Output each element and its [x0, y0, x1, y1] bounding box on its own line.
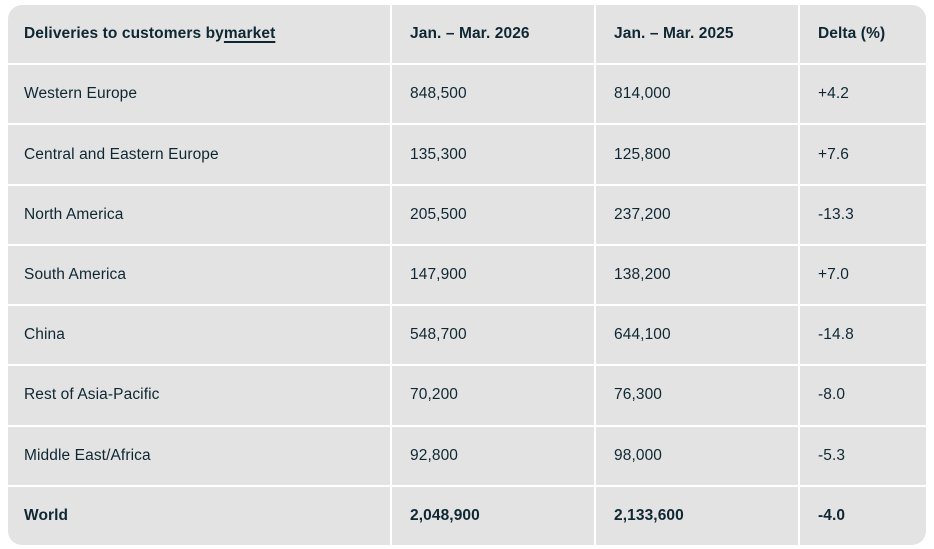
value-2026-cell: 548,700	[392, 306, 594, 365]
delta-cell: -13.3	[800, 185, 926, 244]
delta-cell: +4.2	[800, 65, 926, 124]
value-2026-cell: 848,500	[392, 65, 594, 124]
value-2025-cell: 98,000	[596, 426, 798, 485]
value-2025-cell: 125,800	[596, 125, 798, 184]
value-2026-cell: 70,200	[392, 366, 594, 425]
table-row: Western Europe 848,500 814,000 +4.2	[8, 65, 926, 124]
column-header-2025: Jan. – Mar. 2025	[596, 5, 798, 64]
value-2025-cell: 2,133,600	[596, 486, 798, 545]
market-link[interactable]: market	[223, 25, 276, 43]
table-row: China 548,700 644,100 -14.8	[8, 306, 926, 365]
value-2025-cell: 76,300	[596, 366, 798, 425]
delta-cell: +7.6	[800, 125, 926, 184]
table-row: Central and Eastern Europe 135,300 125,8…	[8, 125, 926, 184]
delta-cell: -8.0	[800, 366, 926, 425]
column-header-market-text: Deliveries to customers by	[24, 25, 224, 43]
delta-cell: -4.0	[800, 486, 926, 545]
market-cell: Rest of Asia-Pacific	[8, 366, 390, 425]
column-header-market: Deliveries to customers by market	[8, 5, 390, 64]
delta-cell: -14.8	[800, 306, 926, 365]
value-2026-cell: 205,500	[392, 185, 594, 244]
market-cell: Western Europe	[8, 65, 390, 124]
table-row: Rest of Asia-Pacific 70,200 76,300 -8.0	[8, 366, 926, 425]
value-2026-cell: 135,300	[392, 125, 594, 184]
value-2025-cell: 237,200	[596, 185, 798, 244]
column-header-2026: Jan. – Mar. 2026	[392, 5, 594, 64]
table-row: World 2,048,900 2,133,600 -4.0	[8, 486, 926, 545]
market-cell: Middle East/Africa	[8, 426, 390, 485]
market-cell: Central and Eastern Europe	[8, 125, 390, 184]
market-cell: South America	[8, 245, 390, 305]
value-2025-cell: 644,100	[596, 306, 798, 365]
delta-cell: -5.3	[800, 426, 926, 485]
market-cell: World	[8, 486, 390, 545]
table-row: South America 147,900 138,200 +7.0	[8, 245, 926, 305]
market-cell: North America	[8, 185, 390, 244]
table-row: North America 205,500 237,200 -13.3	[8, 185, 926, 244]
value-2026-cell: 2,048,900	[392, 486, 594, 545]
value-2026-cell: 92,800	[392, 426, 594, 485]
delta-cell: +7.0	[800, 245, 926, 305]
value-2025-cell: 814,000	[596, 65, 798, 124]
table-header-row: Deliveries to customers by market Jan. –…	[8, 5, 926, 64]
market-cell: China	[8, 306, 390, 365]
value-2025-cell: 138,200	[596, 245, 798, 305]
table-row: Middle East/Africa 92,800 98,000 -5.3	[8, 426, 926, 485]
column-header-delta: Delta (%)	[800, 5, 926, 64]
value-2026-cell: 147,900	[392, 245, 594, 305]
deliveries-table: Deliveries to customers by market Jan. –…	[8, 5, 926, 545]
